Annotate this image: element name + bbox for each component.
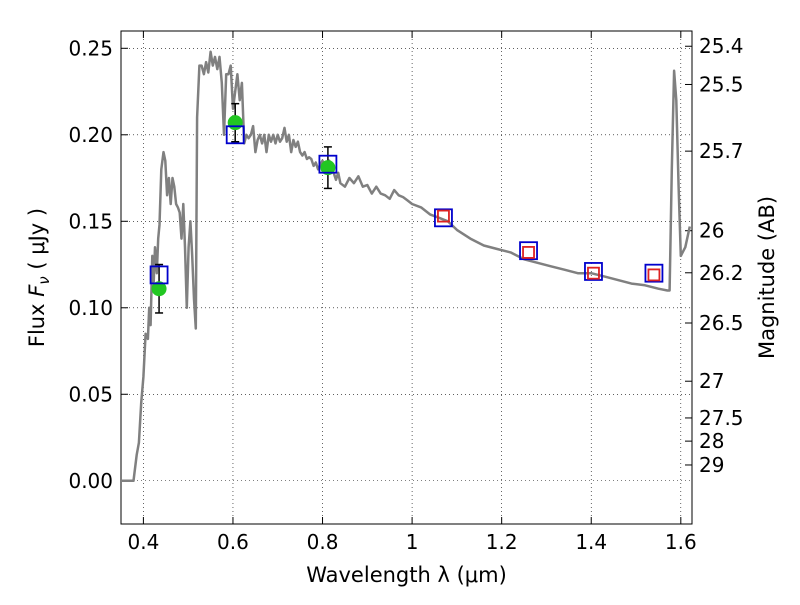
x-tick-label: 0.8 — [307, 530, 339, 554]
mag-tick-label: 28 — [699, 429, 724, 453]
model-square-blue — [584, 262, 603, 281]
y-axis-label-suffix: ( μJy ) — [25, 208, 49, 276]
photometry-point — [320, 160, 336, 176]
y-tick-label: 0.15 — [68, 209, 113, 233]
photometry-point — [151, 281, 167, 297]
mag-tick-label: 29 — [699, 453, 724, 477]
y-axis-label: Flux Fν ( μJy ) — [25, 208, 53, 347]
y-axis-label-subscript: ν — [35, 276, 53, 284]
model-square-red — [437, 209, 450, 223]
axes: 0.4 0.6 0.8 1 1.2 1.4 1.6 0.00 0.05 0.10 0.15 0.20 0… — [68, 30, 744, 554]
model-square-red — [647, 268, 661, 282]
model-square-red — [587, 266, 600, 280]
model-square-blue — [519, 241, 538, 261]
y-tick-label: 0.05 — [68, 382, 113, 406]
plot-frame — [120, 30, 693, 525]
x-tick-label: 1.4 — [575, 530, 607, 554]
mag-tick-label: 27.5 — [699, 406, 744, 430]
photometry-point — [227, 115, 243, 131]
mag-tick-label: 26.5 — [699, 311, 744, 335]
x-axis-label: Wavelength λ (μm) — [306, 563, 507, 587]
model-square-blue — [318, 154, 338, 174]
model-square-blue — [434, 208, 453, 228]
model-square-blue — [149, 265, 169, 285]
mag-tick-label: 26 — [699, 219, 724, 243]
right-axis-label: Magnitude (AB) — [755, 196, 779, 359]
y-tick-label: 0.20 — [68, 123, 113, 147]
plot-area — [121, 50, 692, 483]
mag-tick-label: 26.2 — [699, 261, 744, 285]
y-axis-label-prefix: Flux — [25, 297, 49, 347]
y-tick-label: 0.10 — [68, 296, 113, 320]
mag-tick-label: 25.4 — [699, 34, 744, 58]
model-square-blue — [644, 263, 664, 283]
x-tick-label: 0.4 — [127, 530, 159, 554]
y-tick-label: 0.25 — [68, 36, 113, 60]
y-axis-label-symbol: F — [25, 284, 49, 297]
y-tick-label: 0.00 — [68, 469, 113, 493]
x-tick-label: 1.2 — [486, 530, 518, 554]
x-tick-label: 1.6 — [665, 530, 697, 554]
model-square-red — [522, 246, 535, 259]
mag-tick-label: 25.7 — [699, 139, 744, 163]
model-square-blue — [225, 125, 245, 145]
spectrum-line — [121, 50, 692, 483]
x-tick-label: 1 — [406, 530, 419, 554]
mag-tick-label: 27 — [699, 369, 724, 393]
mag-tick-label: 25.5 — [699, 72, 744, 96]
x-tick-label: 0.6 — [217, 530, 249, 554]
